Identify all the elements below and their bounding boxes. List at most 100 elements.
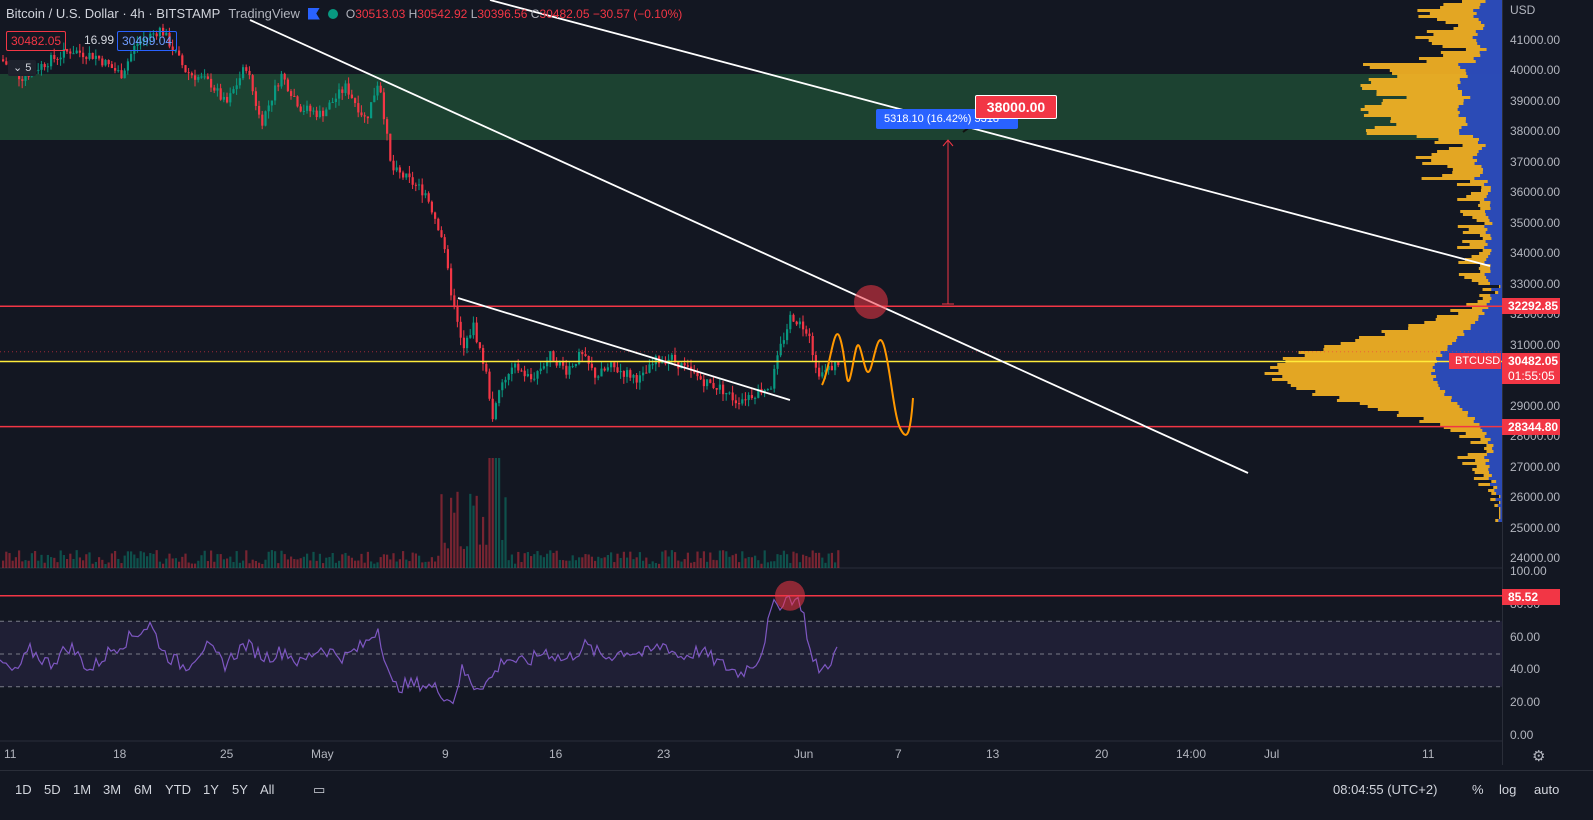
- volume-bar: [363, 562, 366, 568]
- volume-profile-bar: [1462, 90, 1502, 93]
- range-button[interactable]: 3M: [103, 782, 122, 797]
- volume-profile-bar: [1459, 435, 1502, 438]
- volume-bar: [242, 560, 245, 568]
- sell-button[interactable]: 30482.05: [6, 31, 67, 51]
- candle-body: [258, 105, 261, 115]
- volume-profile-bar: [1452, 168, 1502, 171]
- trend-line: [489, 0, 1491, 267]
- gear-icon[interactable]: ⚙: [1532, 748, 1546, 765]
- candle-body: [245, 67, 248, 71]
- volume-profile-bar: [1470, 96, 1502, 99]
- volume-profile-bar: [1488, 471, 1502, 474]
- volume-profile-bar: [1440, 51, 1502, 54]
- volume-profile-bar: [1479, 6, 1502, 9]
- volume-profile-bar: [1474, 162, 1502, 165]
- time-tick: 18: [113, 747, 127, 761]
- volume-bar: [78, 557, 81, 568]
- range-button[interactable]: 6M: [134, 782, 153, 797]
- volume-bar: [235, 551, 238, 568]
- candle-body: [382, 92, 385, 120]
- volume-profile-bar: [1298, 351, 1502, 354]
- volume-bar: [302, 556, 305, 568]
- candle-body: [488, 371, 491, 399]
- candle-body: [530, 374, 533, 380]
- volume-profile-bar: [1486, 258, 1502, 261]
- candle-body: [302, 110, 305, 112]
- range-button[interactable]: YTD: [165, 782, 191, 797]
- range-button[interactable]: 1D: [15, 782, 32, 797]
- candle-body: [584, 354, 587, 356]
- volume-bar: [331, 552, 334, 568]
- date-range-icon[interactable]: ▭: [313, 782, 326, 797]
- volume-bar: [184, 553, 187, 568]
- volume-profile-bar: [1462, 408, 1502, 411]
- candle-body: [203, 76, 206, 78]
- volume-profile-bar: [1424, 321, 1502, 324]
- volume-bar: [536, 551, 539, 568]
- candle-body: [27, 75, 30, 77]
- candle-body: [712, 382, 715, 389]
- volume-profile-bar: [1473, 135, 1502, 138]
- candle-body: [715, 388, 718, 390]
- volume-profile-bar: [1457, 246, 1502, 249]
- percent-toggle[interactable]: %: [1472, 782, 1484, 797]
- candle-body: [165, 32, 168, 36]
- range-button[interactable]: 5D: [44, 782, 61, 797]
- target-note[interactable]: 38000.00: [975, 95, 1057, 119]
- volume-bar: [261, 563, 264, 568]
- candle-body: [654, 356, 657, 365]
- volume-bar: [373, 563, 376, 568]
- volume-bar: [462, 548, 465, 568]
- volume-profile-bar: [1433, 378, 1502, 381]
- range-button[interactable]: 1M: [73, 782, 92, 797]
- volume-profile-bar: [1457, 198, 1502, 201]
- candle-body: [648, 364, 651, 373]
- candle-body: [306, 105, 309, 111]
- clock[interactable]: 08:04:55 (UTC+2): [1333, 782, 1438, 797]
- range-button[interactable]: 1Y: [203, 782, 219, 797]
- volume-profile-bar: [1500, 501, 1502, 504]
- time-tick: Jul: [1264, 747, 1280, 761]
- volume-bar: [482, 516, 485, 568]
- volume-profile-bar: [1360, 84, 1502, 87]
- flag-icon[interactable]: [307, 7, 320, 20]
- volume-profile-bar: [1452, 342, 1502, 345]
- candle-body: [722, 384, 725, 395]
- candle-body: [283, 73, 286, 80]
- volume-bar: [222, 559, 225, 568]
- volume-profile-bar: [1416, 135, 1502, 138]
- volume-profile-bar: [1479, 51, 1502, 54]
- indicators-toggle[interactable]: ⌄ 5: [8, 60, 37, 76]
- ohlc-values: O30513.03 H30542.92 L30396.56 C30482.05 …: [345, 6, 683, 21]
- candle-body: [2, 59, 5, 62]
- volume-bar: [8, 553, 11, 568]
- volume-profile-bar: [1471, 306, 1502, 309]
- range-button[interactable]: 5Y: [232, 782, 248, 797]
- volume-bar: [379, 557, 382, 568]
- volume-bar: [651, 561, 654, 568]
- volume-profile-bar: [1418, 15, 1502, 18]
- volume-bar: [322, 563, 325, 568]
- volume-profile-bar: [1457, 84, 1502, 87]
- volume-profile-bar: [1470, 324, 1502, 327]
- candle-body: [808, 333, 811, 337]
- volume-bar: [357, 560, 360, 568]
- volume-bar: [162, 563, 165, 568]
- candle-body: [395, 167, 398, 171]
- volume-bar: [450, 497, 453, 568]
- candle-body: [181, 55, 184, 66]
- auto-toggle[interactable]: auto: [1534, 782, 1560, 797]
- volume-profile-bar: [1431, 159, 1502, 162]
- volume-profile-bar: [1482, 171, 1502, 174]
- buy-button[interactable]: 30499.04: [117, 31, 178, 51]
- volume-profile-bar: [1448, 147, 1502, 150]
- symbol-title[interactable]: Bitcoin / U.S. Dollar · 4h · BITSTAMP: [6, 6, 221, 21]
- range-button[interactable]: All: [260, 782, 275, 797]
- log-toggle[interactable]: log: [1499, 782, 1517, 797]
- volume-profile-bar: [1368, 78, 1502, 81]
- candle-body: [491, 398, 494, 420]
- volume-profile-bar: [1488, 477, 1502, 480]
- candle-body: [261, 114, 264, 126]
- volume-bar: [216, 554, 219, 568]
